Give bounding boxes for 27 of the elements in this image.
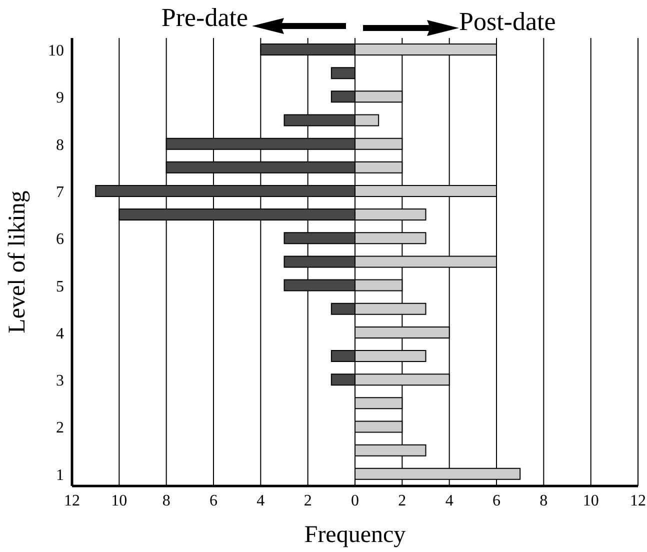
x-tick-label: 12 [64,492,80,510]
x-tick-label: 12 [630,492,646,510]
x-tick-label: 2 [304,492,312,510]
y-tick-label: 6 [56,231,64,248]
y-tick-label: 4 [56,325,64,342]
y-tick-label: 5 [56,278,64,296]
y-tick-label: 10 [48,42,64,60]
x-tick-label: 10 [111,492,128,510]
x-axis-title: Frequency [304,522,406,548]
y-tick-label: 9 [56,90,64,107]
y-tick-label: 2 [56,420,64,437]
x-tick-label: 2 [398,492,406,510]
x-tick-label: 10 [582,492,599,510]
y-tick-label: 8 [56,136,64,154]
x-tick-label: 0 [351,492,359,510]
x-tick-label: 8 [162,492,170,510]
x-tick-label: 4 [445,492,454,510]
x-tick-label: 4 [256,492,265,510]
y-tick-label: 1 [56,466,64,484]
y-axis-title: Level of liking [4,190,31,334]
text: Pre-date [161,3,248,33]
x-tick-label: 6 [492,492,500,510]
y-tick-label: 7 [56,184,64,201]
x-tick-label: 8 [540,492,548,510]
x-tick-label: 6 [210,492,218,510]
y-tick-label: 3 [56,372,64,390]
text: Post-date [459,7,556,37]
